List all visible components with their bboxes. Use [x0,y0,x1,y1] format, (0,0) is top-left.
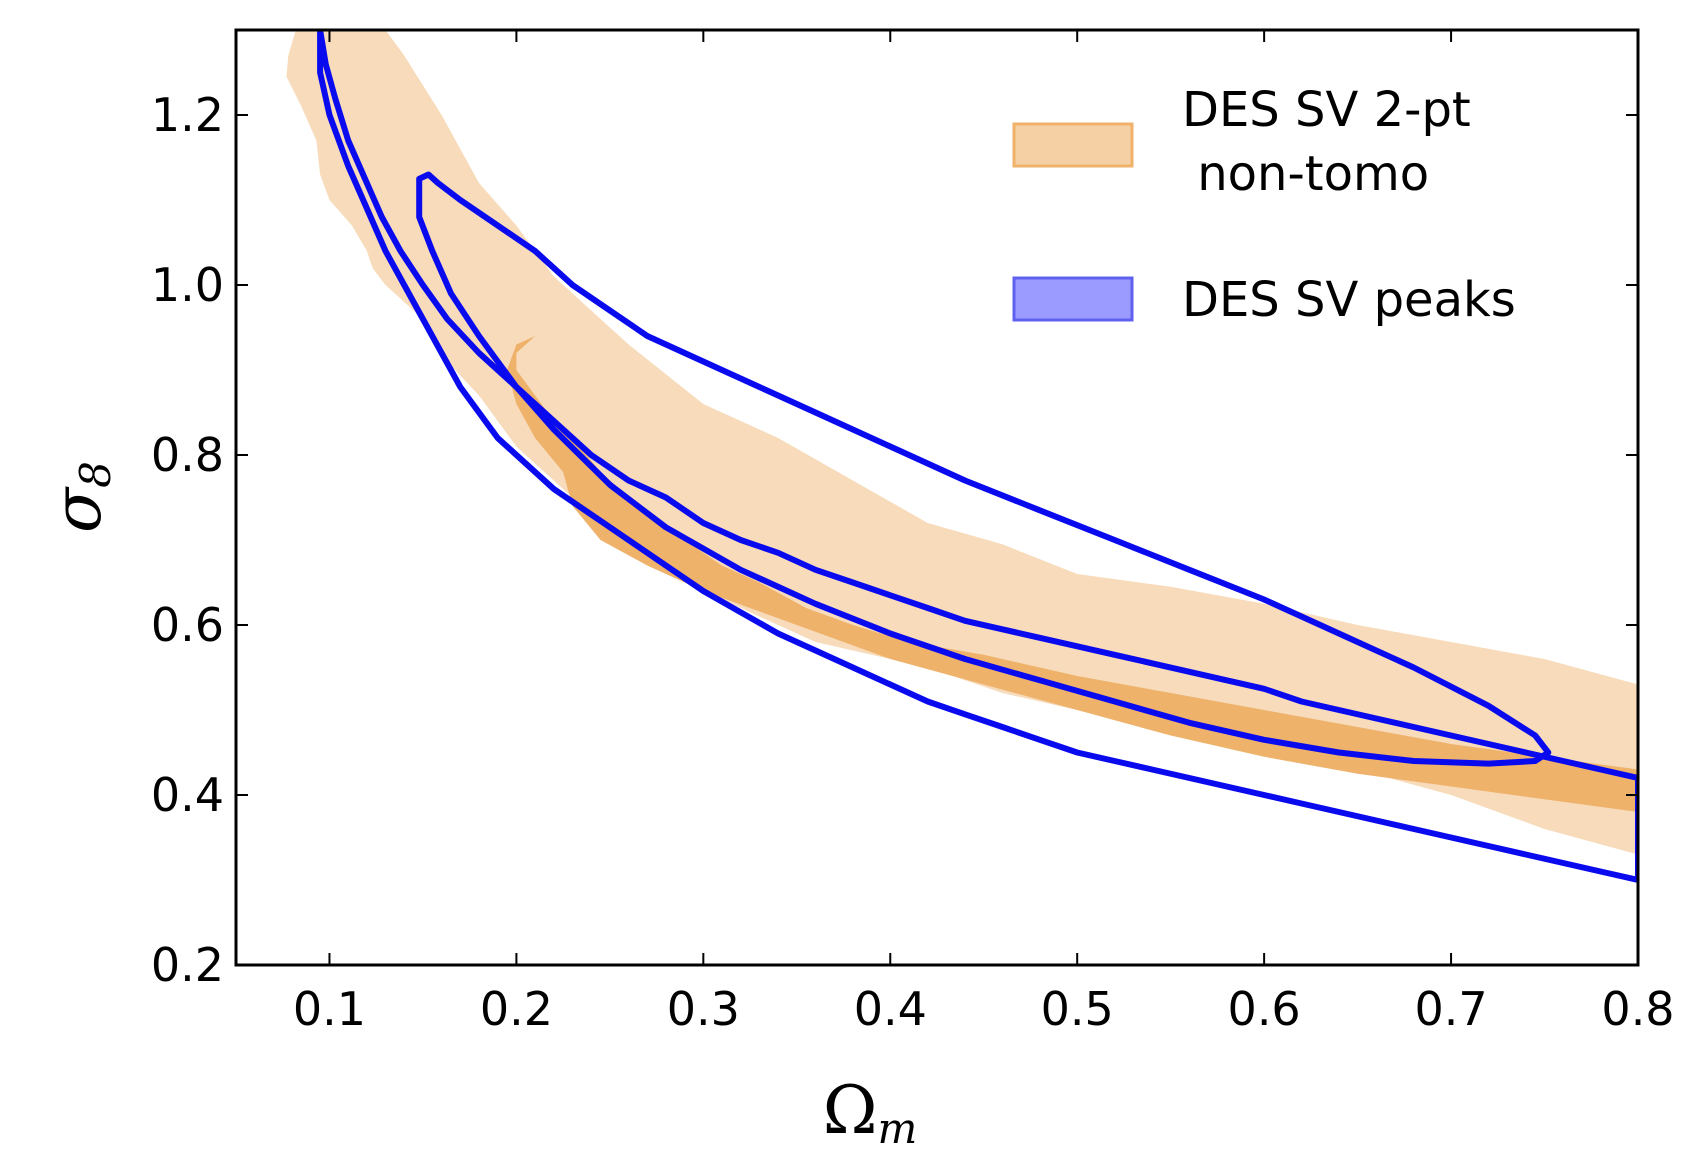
legend-swatch-2pt [1012,122,1134,168]
y-tick-label: 0.4 [151,768,224,822]
x-tick-label: 0.4 [854,982,927,1036]
axis-ticks [236,30,1639,966]
x-tick-label: 0.5 [1041,982,1114,1036]
y-tick-label: 0.6 [151,598,224,652]
y-tick-label: 1.0 [151,258,224,312]
legend: DES SV 2-pt non-tomo DES SV peaks [1012,82,1516,328]
legend-label-2pt-line1: DES SV 2-pt [1182,82,1471,138]
x-axis-label: Ωm [823,1072,918,1153]
legend-label-2pt-line2: non-tomo [1182,146,1429,202]
contour-peaks-95 [317,30,1638,883]
y-axis-label: σ8 [39,461,120,533]
y-tick-label: 1.2 [151,88,224,142]
legend-label-peaks: DES SV peaks [1182,272,1516,328]
contour-peaks-68 [416,171,1552,767]
y-tick-label: 0.2 [151,938,224,992]
axis-tick-labels: 0.1 0.2 0.3 0.4 0.5 0.6 0.7 0.8 0.2 0.4 0.6 0.8 1.0 1… [151,88,1675,1036]
plot-frame [234,28,1640,967]
y-tick-label: 0.8 [151,428,224,482]
legend-swatch-peaks [1012,276,1134,322]
x-tick-label: 0.7 [1414,982,1487,1036]
x-tick-label: 0.3 [667,982,740,1036]
plot-area [286,30,1638,883]
x-tick-label: 0.6 [1228,982,1301,1036]
x-tick-label: 0.1 [293,982,366,1036]
x-tick-label: 0.8 [1601,982,1674,1036]
x-tick-label: 0.2 [480,982,553,1036]
contour-2pt-95 [286,30,1638,855]
